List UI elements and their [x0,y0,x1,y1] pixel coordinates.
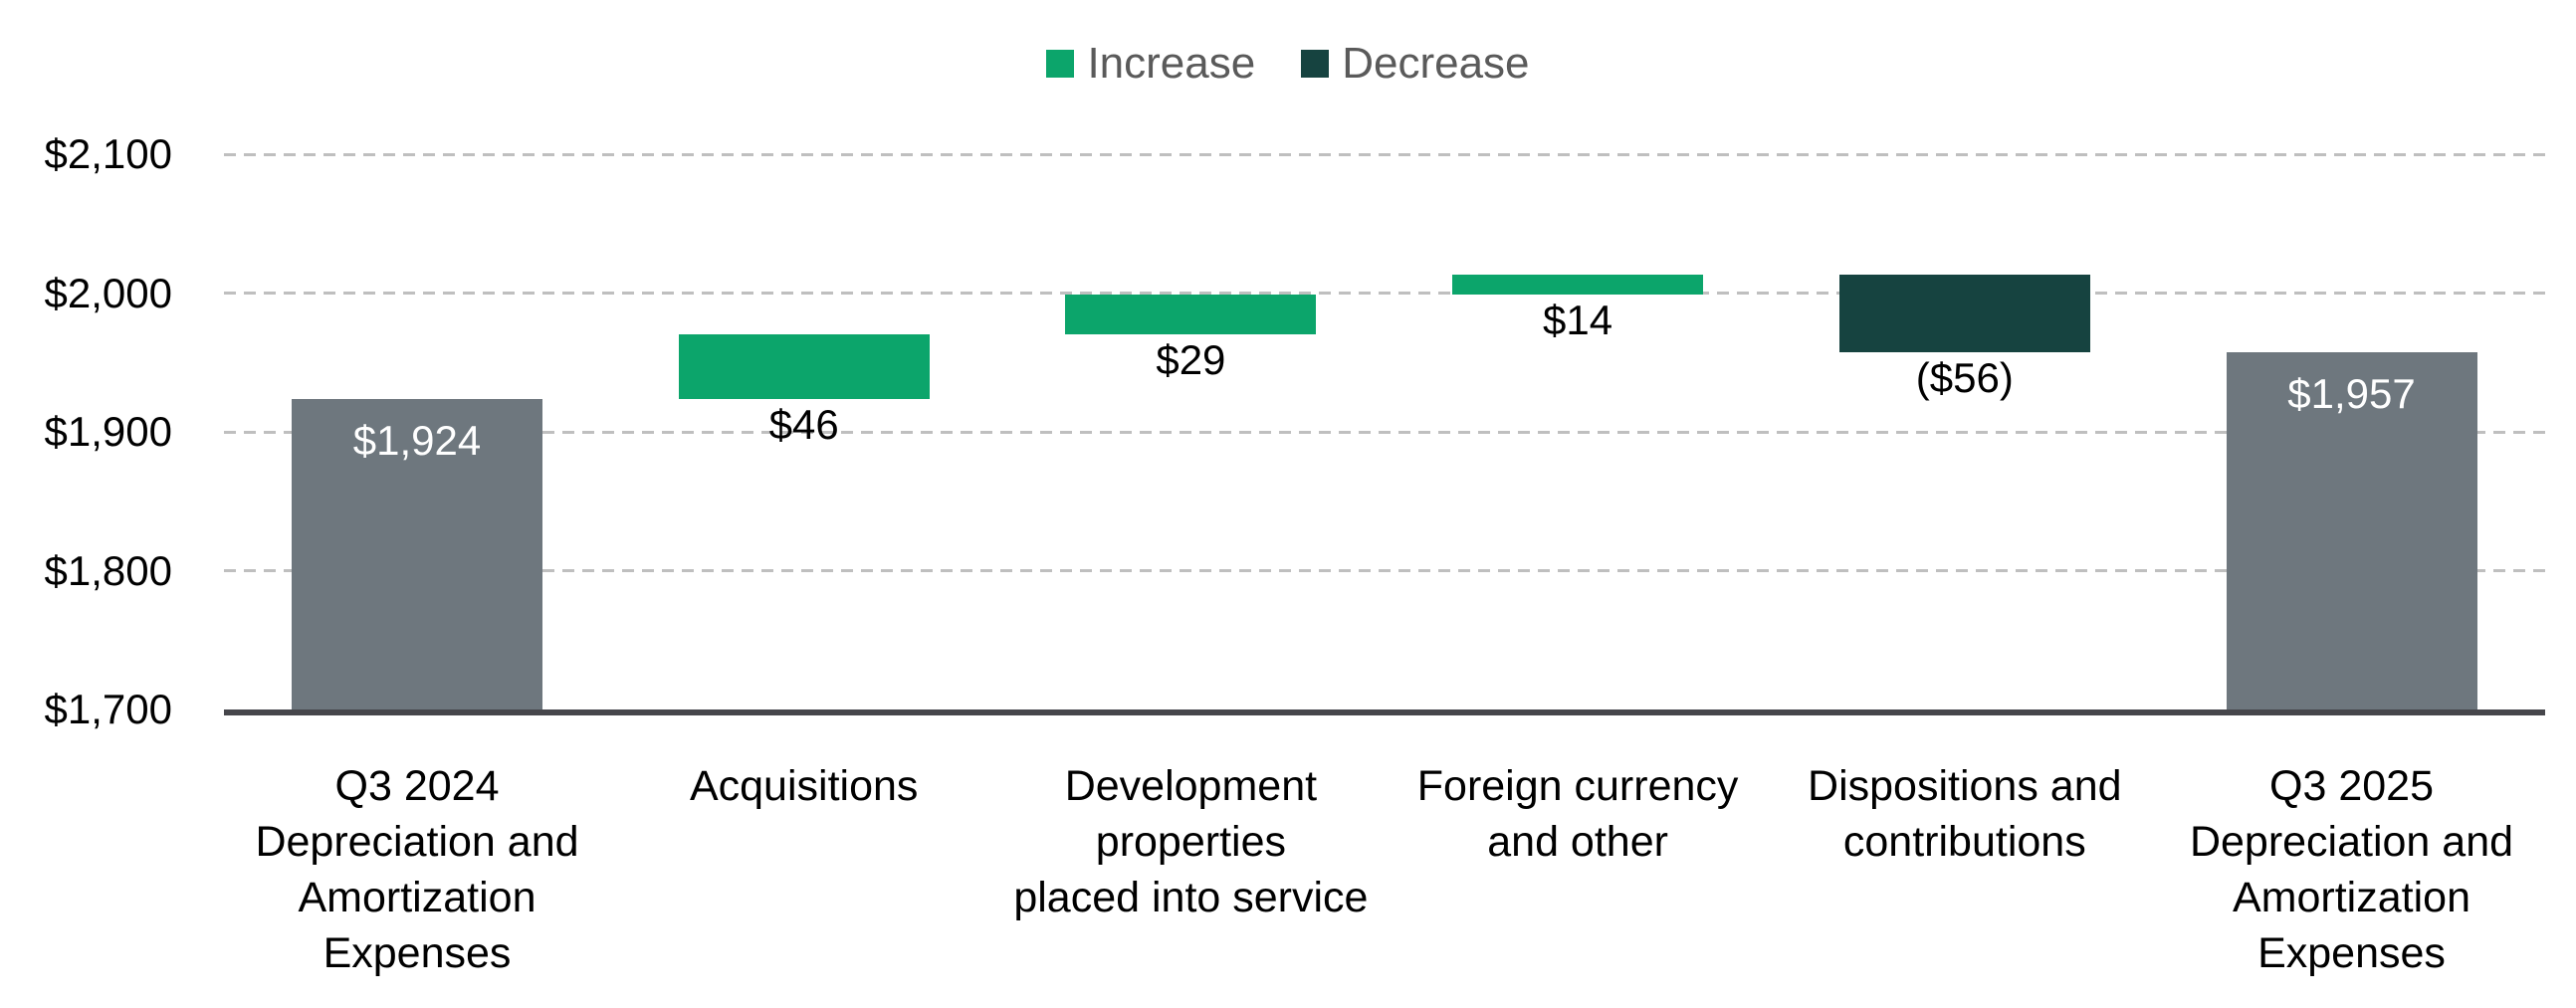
x-axis-category-label: Development properties placed into service [995,758,1386,925]
x-axis-category-line: Expenses [2257,929,2446,977]
bar-value-label: $1,924 [352,416,482,464]
x-axis-category-label: Q3 2024 Depreciation and Amortization Expen… [222,758,612,981]
y-gridline [224,292,2545,295]
x-axis-category-line: contributions [1842,818,2086,866]
x-axis-category-line: Depreciation and [2189,818,2514,866]
x-axis-category-line: Acquisitions [689,762,919,810]
legend-increase-swatch-icon [1046,50,1075,78]
x-axis-category-label: Foreign currency and other [1383,758,1773,870]
x-axis-category-line: placed into service [1013,874,1369,921]
bar-value-label: $14 [1543,296,1613,343]
bar-value-label: $46 [768,400,839,448]
chart-legend: Increase Decrease [0,38,2576,90]
bar-decrease [1838,275,2090,353]
bar-value-label: $29 [1156,336,1226,384]
y-gridline [224,430,2545,434]
x-axis-category-line: Development [1064,762,1318,810]
bar-increase [1452,275,1704,295]
x-axis-category-line: Amortization [2233,874,2470,921]
x-axis-category-line: Expenses [322,929,512,977]
x-axis-category-line: Amortization [298,874,537,921]
x-axis-category-label: Dispositions and contributions [1770,758,2160,870]
y-axis-tick-label: $1,900 [44,408,172,455]
y-axis-tick-label: $2,000 [44,269,172,316]
legend-label: Increase [1087,39,1256,88]
bar-value-label: ($56) [1915,354,2014,402]
x-axis-category-label: Acquisitions [609,758,999,814]
x-axis-category-line: and other [1487,818,1668,866]
x-axis-category-line: Depreciation and [255,818,579,866]
legend-decrease-swatch-icon [1301,50,1330,78]
x-axis-category-line: properties [1095,818,1286,866]
bar-total [292,398,542,709]
x-axis-category-line: Foreign currency [1416,762,1739,810]
x-axis-category-line: Q3 2025 [2269,762,2434,810]
y-axis-tick-label: $1,800 [44,546,172,594]
bar-increase [1065,294,1317,335]
x-axis-category-line: Q3 2024 [334,762,500,810]
x-axis-category-line: Dispositions and [1808,762,2122,810]
y-axis-tick-label: $2,100 [44,130,172,177]
legend-item-increase: Increase [1046,38,1255,90]
bar-value-label: $1,957 [2287,370,2416,418]
x-axis-category-label: Q3 2025 Depreciation and Amortization Expen… [2157,758,2547,981]
bar-increase [678,334,930,399]
y-axis-tick-label: $1,700 [44,686,172,732]
legend-label: Decrease [1342,39,1530,88]
x-axis-line [224,709,2545,715]
y-gridline [224,152,2545,156]
bar-total [2226,352,2477,709]
y-gridline [224,569,2545,572]
legend-item-decrease: Decrease [1301,38,1530,90]
